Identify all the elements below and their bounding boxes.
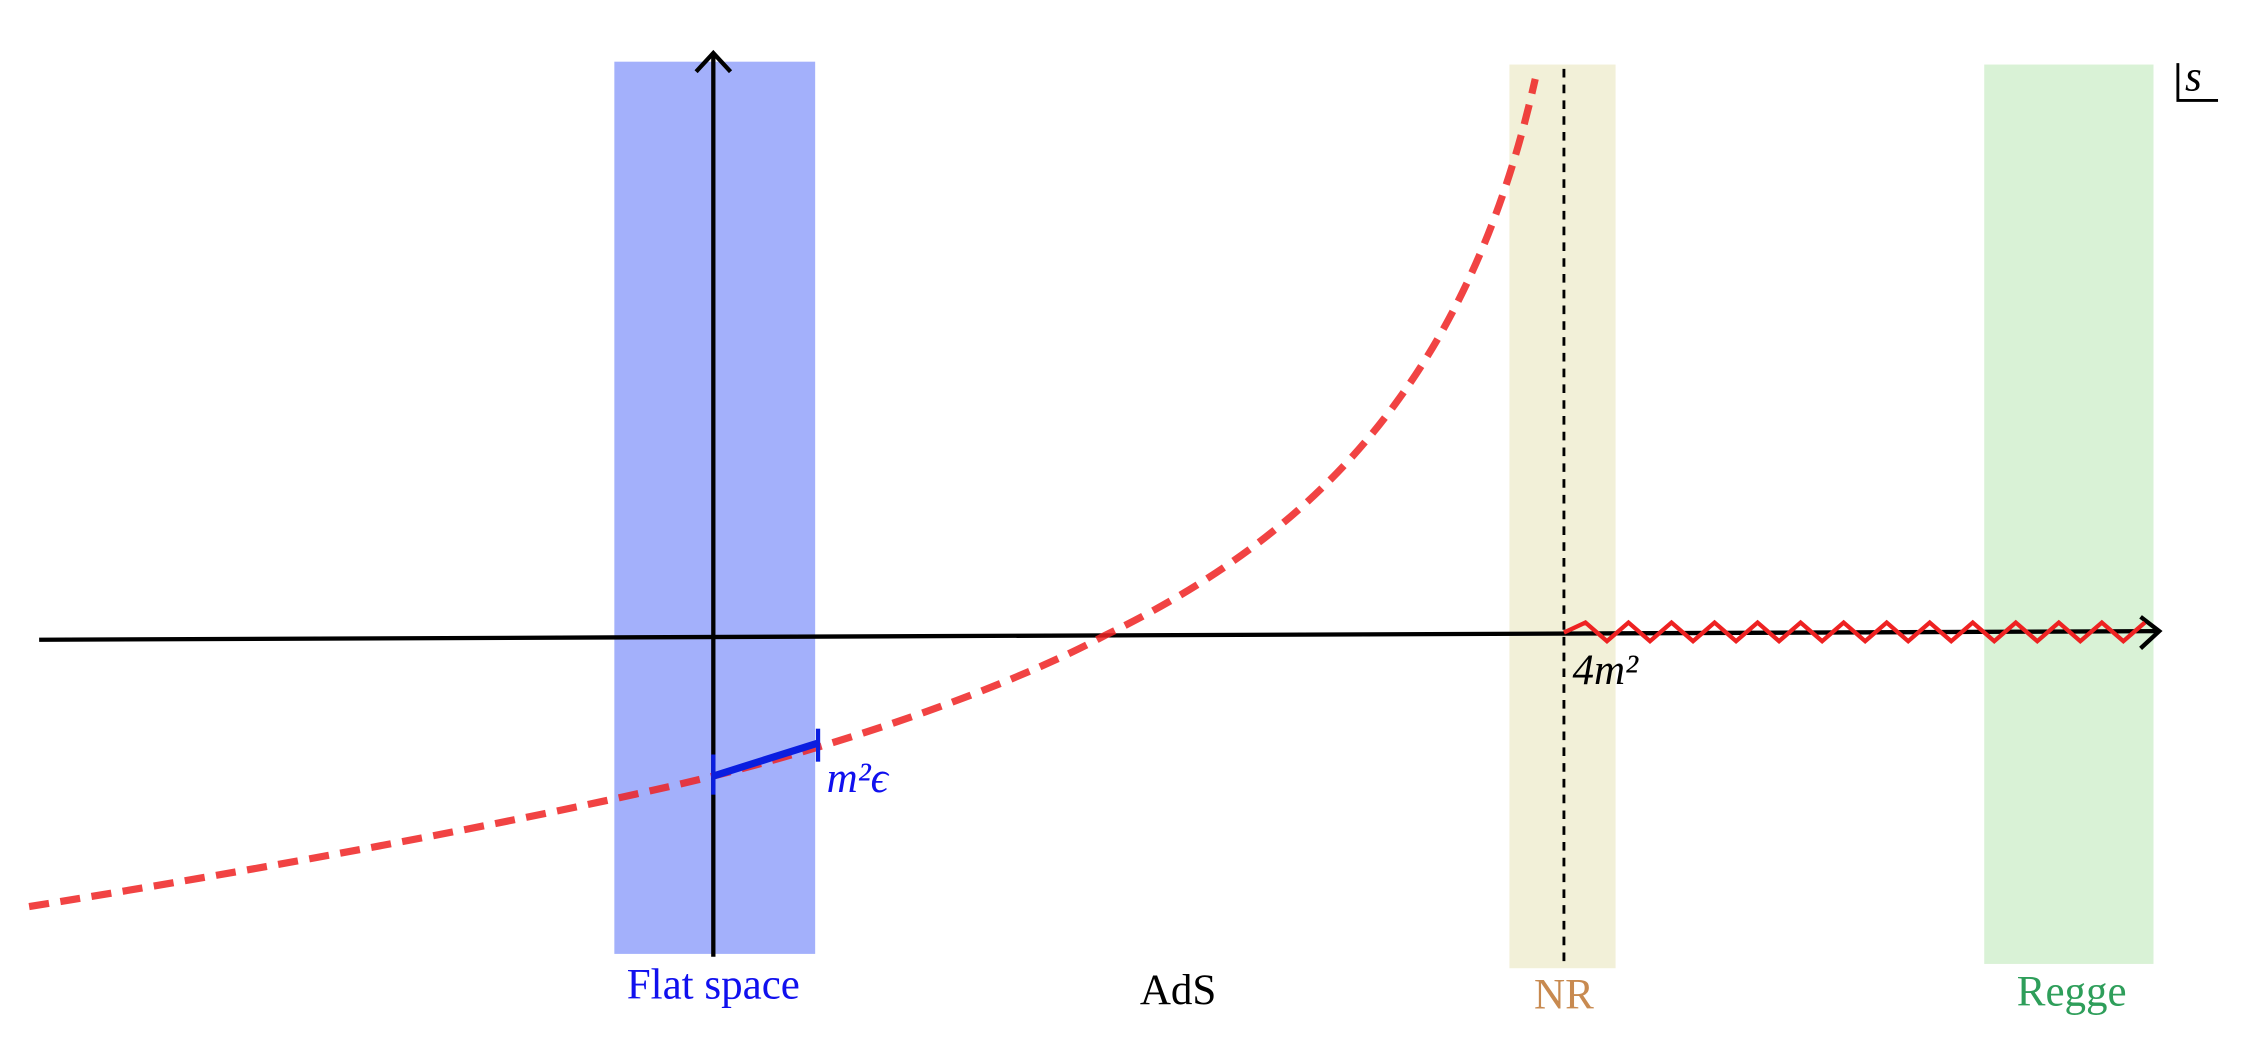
branch-cut — [1563, 619, 2147, 645]
offset-segment — [712, 739, 820, 780]
threshold-label: 4m² — [1573, 647, 1640, 694]
ads-label: AdS — [1140, 967, 1217, 1014]
dashed-curve — [28, 78, 1539, 911]
imag-axis-arrow — [694, 49, 733, 74]
variable-label: s — [2185, 53, 2202, 100]
flat-space-label: Flat space — [627, 961, 800, 1008]
variable-box — [2176, 63, 2219, 102]
regge-band — [1984, 64, 2154, 964]
regge-label: Regge — [2017, 969, 2127, 1016]
nr-label: NR — [1534, 971, 1594, 1018]
offset-label: m²ϵ — [827, 755, 890, 802]
real-axis-arrow — [2139, 615, 2163, 650]
